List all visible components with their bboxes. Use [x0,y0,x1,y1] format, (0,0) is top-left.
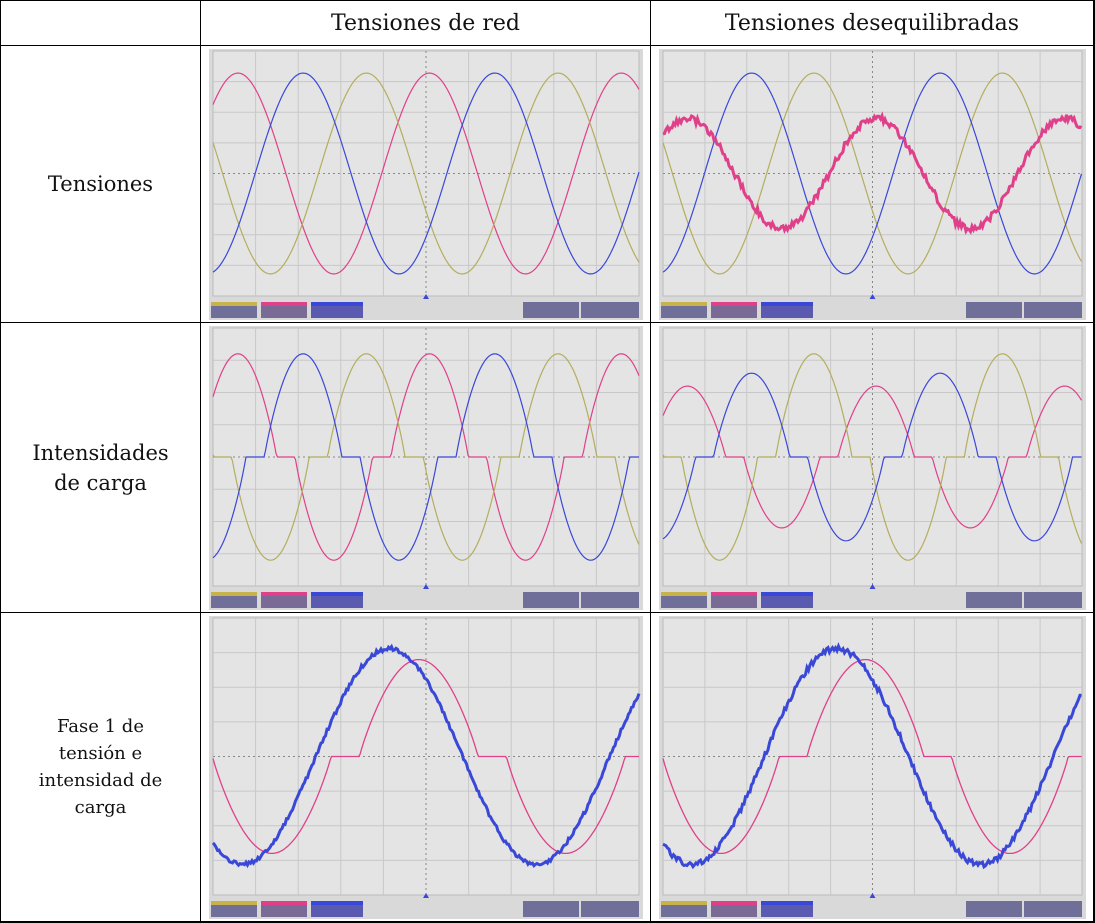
table: Tensiones de red Tensiones desequilibrada… [0,0,1095,923]
row-label: Intensidadesde carga [1,323,201,613]
row-label-line: tensión e [59,740,142,767]
channel-tab [711,592,757,596]
row-label-line: Fase 1 de [57,713,144,740]
image-cell [201,46,651,323]
trigger-box [581,302,639,318]
image-cell [201,613,651,922]
row-label-line: de carga [54,468,147,498]
image-cell [651,613,1094,922]
column-header: Tensiones desequilibradas [651,1,1094,46]
channel-tab [311,302,363,306]
image-cell [651,323,1094,613]
row-label-line: Intensidades [32,438,168,468]
channel-tab [661,592,707,596]
oscilloscope-image [209,616,643,919]
channel-tab [711,302,757,306]
channel-tab [261,901,307,905]
row-label-line: carga [75,794,127,821]
channel-tab [761,302,813,306]
timebase-box [966,302,1022,318]
channel-tab [711,901,757,905]
channel-tab [211,901,257,905]
timebase-box [523,592,579,608]
column-title: Tensiones desequilibradas [725,11,1019,36]
trigger-box [1024,302,1082,318]
timebase-box [966,901,1022,917]
header-corner [1,1,201,46]
oscilloscope-image [209,49,643,320]
channel-tab [761,592,813,596]
trigger-box [1024,592,1082,608]
timebase-box [523,901,579,917]
channel-tab [211,302,257,306]
row-label-line: Tensiones [48,169,153,199]
channel-tab [261,302,307,306]
row-label-line: intensidad de [39,767,163,794]
channel-tab [311,901,363,905]
channel-tab [311,592,363,596]
channel-tab [211,592,257,596]
channel-tab [661,901,707,905]
trigger-box [581,592,639,608]
row-label: Fase 1 detensión eintensidad decarga [1,613,201,922]
timebase-box [966,592,1022,608]
row-label: Tensiones [1,46,201,323]
column-title: Tensiones de red [331,11,520,36]
channel-tab [261,592,307,596]
oscilloscope-image [659,326,1086,610]
timebase-box [523,302,579,318]
column-header: Tensiones de red [201,1,651,46]
image-cell [651,46,1094,323]
channel-tab [661,302,707,306]
image-cell [201,323,651,613]
channel-tab [761,901,813,905]
oscilloscope-image [659,616,1086,919]
trigger-box [581,901,639,917]
trigger-box [1024,901,1082,917]
oscilloscope-image [659,49,1086,320]
oscilloscope-image [209,326,643,610]
